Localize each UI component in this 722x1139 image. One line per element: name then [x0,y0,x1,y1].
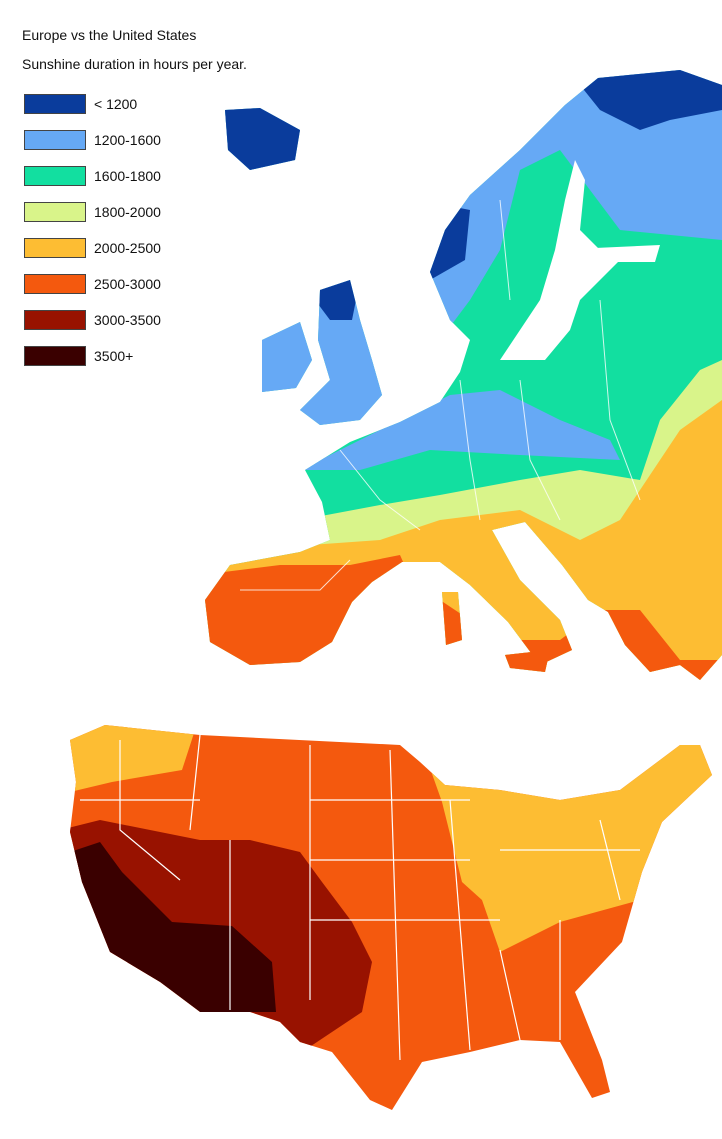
legend-label: 1800-2000 [94,204,161,220]
us-band-3500plus [70,842,276,1012]
europe-borders [240,199,641,591]
legend-label: 2500-3000 [94,276,161,292]
legend-label: 1200-1600 [94,132,161,148]
border-line [449,799,471,1051]
eu-band-lt1200-north [205,70,722,320]
legend-item: 2500-3000 [24,266,161,302]
legend-swatch [24,202,86,222]
legend-swatch [24,310,86,330]
legend-swatch [24,274,86,294]
border-line [499,199,511,301]
eu-band-1200-1600-central [300,390,620,470]
legend-item: < 1200 [24,86,161,122]
border-line [389,749,401,1061]
border-line [459,379,481,521]
legend-item: 1800-2000 [24,194,161,230]
legend: < 1200 1200-1600 1600-1800 1800-2000 200… [24,86,161,374]
legend-swatch [24,94,86,114]
legend-label: 1600-1800 [94,168,161,184]
border-line [599,819,621,901]
legend-item: 3000-3500 [24,302,161,338]
legend-label: < 1200 [94,96,138,112]
border-line [189,734,201,831]
legend-item: 1600-1800 [24,158,161,194]
border-line [599,299,641,501]
legend-label: 2000-2500 [94,240,161,256]
us-state-borders [80,734,640,1061]
legend-item: 2000-2500 [24,230,161,266]
us-band-2000-2500-northwest [70,725,195,792]
border-line [519,379,561,521]
legend-item: 3500+ [24,338,161,374]
legend-swatch [24,130,86,150]
border-line [240,559,351,591]
map-title: Europe vs the United States [22,27,197,43]
border-line [499,949,521,1041]
legend-swatch [24,346,86,366]
gulf-of-finland [595,245,660,262]
border-line [339,449,421,531]
legend-label: 3000-3500 [94,312,161,328]
legend-swatch [24,238,86,258]
map-subtitle: Sunshine duration in hours per year. [22,56,247,72]
legend-swatch [24,166,86,186]
europe-seas [500,160,660,360]
legend-item: 1200-1600 [24,122,161,158]
border-line [119,740,181,881]
baltic-sea [500,160,620,360]
legend-label: 3500+ [94,348,134,364]
